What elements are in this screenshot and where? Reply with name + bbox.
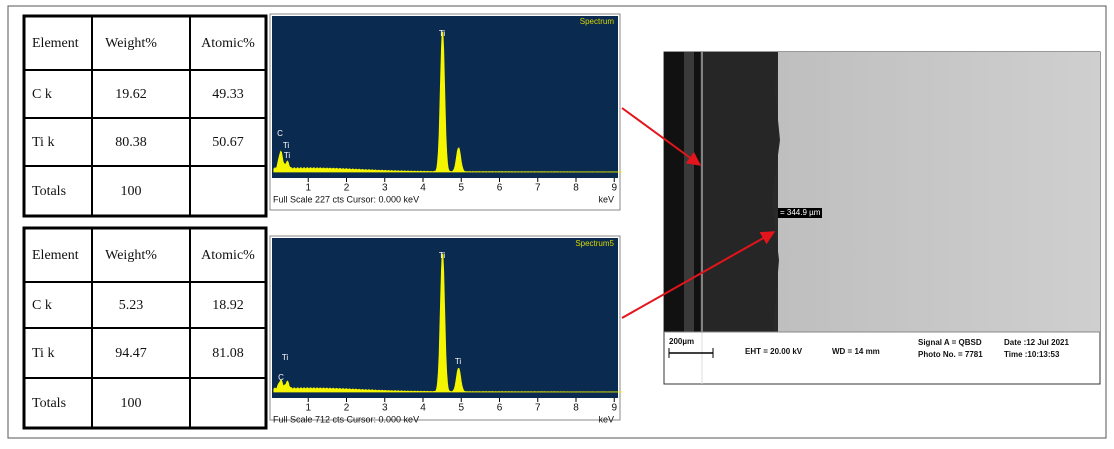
table-header: Atomic% — [201, 36, 255, 51]
tick-label: 4 — [420, 403, 426, 414]
peak-label: Ti — [455, 357, 462, 366]
table-border — [22, 14, 268, 218]
tick-label: 5 — [458, 183, 464, 194]
table-cell: 100 — [121, 396, 142, 411]
table-cell: 49.33 — [212, 87, 244, 102]
arrow — [621, 231, 776, 319]
tick-label: 7 — [535, 403, 541, 414]
spectrum: Spectrum5 Ti C Ti Ti 1 2 3 4 5 6 7 8 9 Full Scale 712 … — [269, 235, 623, 424]
arrow — [621, 107, 702, 166]
tick-label: 4 — [420, 183, 426, 194]
micrograph — [663, 51, 1101, 385]
tick-label: 5 — [458, 403, 464, 414]
spectrum-title: Spectrum5 — [575, 239, 614, 248]
peak-label: C — [277, 129, 283, 138]
frame — [7, 5, 1107, 439]
sem-label: Date :12 Jul 2021 — [1004, 338, 1069, 347]
spectrum-caption: Full Scale 227 cts Cursor: 0.000 keV — [273, 194, 419, 204]
table-cell: 94.47 — [115, 346, 147, 361]
table-header: Weight% — [105, 36, 157, 51]
tick-label: 1 — [305, 183, 311, 194]
peak-label: Ti — [284, 151, 291, 160]
table-cell: 100 — [121, 184, 142, 199]
peak-label: Ti — [439, 251, 446, 260]
table-header: Element — [32, 248, 79, 263]
table-header: Atomic% — [201, 248, 255, 263]
spectrum-trace — [273, 253, 623, 393]
table-header: Element — [32, 36, 79, 51]
sem-label: WD = 14 mm — [832, 347, 880, 356]
sem-label: Time :10:13:53 — [1004, 350, 1060, 359]
axis-unit: keV — [598, 414, 614, 424]
table-cell: 81.08 — [212, 346, 244, 361]
tick-label: 8 — [573, 403, 579, 414]
sem-label: 200µm — [669, 337, 694, 346]
peak-label: C — [278, 373, 284, 382]
table-cell: 18.92 — [212, 298, 244, 313]
table-header: Weight% — [105, 248, 157, 263]
tick-label: 6 — [497, 403, 503, 414]
tick-label: 1 — [305, 403, 311, 414]
table: Element Weight% Atomic% C k 5.23 18.92 Ti k 94.… — [22, 226, 268, 430]
peak-label: Ti — [282, 353, 289, 362]
table-cell: C k — [32, 87, 52, 102]
tick-label: 6 — [497, 183, 503, 194]
table-cell: C k — [32, 298, 52, 313]
table: Element Weight% Atomic% C k 19.62 49.33 Ti k 80… — [22, 14, 268, 218]
tick-label: 2 — [344, 403, 350, 414]
sem-label: EHT = 20.00 kV — [745, 347, 803, 356]
tick-label: 8 — [573, 183, 579, 194]
peak-label: Ti — [439, 29, 446, 38]
tick-label: 2 — [344, 183, 350, 194]
table-cell: 5.23 — [119, 298, 144, 313]
sem-label: = 344.9 µm — [780, 208, 821, 217]
table-cell: Ti k — [32, 346, 54, 361]
axis-unit: keV — [598, 194, 614, 204]
table-cell: 80.38 — [115, 135, 147, 150]
spectrum-trace — [273, 31, 623, 173]
table-cell: 19.62 — [115, 87, 147, 102]
peak-label: Ti — [283, 141, 290, 150]
table-cell: Totals — [32, 184, 66, 199]
table-cell: Ti k — [32, 135, 54, 150]
spectrum-title: Spectrum — [580, 17, 615, 26]
tick-label: 7 — [535, 183, 541, 194]
tick-label: 9 — [611, 183, 617, 194]
spectrum-caption: Full Scale 712 cts Cursor: 0.000 keV — [273, 414, 419, 424]
tick-label: 3 — [382, 403, 388, 414]
sem-label: Signal A = QBSD — [918, 338, 982, 347]
sem-label: Photo No. = 7781 — [918, 350, 983, 359]
tick-label: 9 — [611, 403, 617, 414]
table-cell: 50.67 — [212, 135, 244, 150]
tick-label: 3 — [382, 183, 388, 194]
table-cell: Totals — [32, 396, 66, 411]
